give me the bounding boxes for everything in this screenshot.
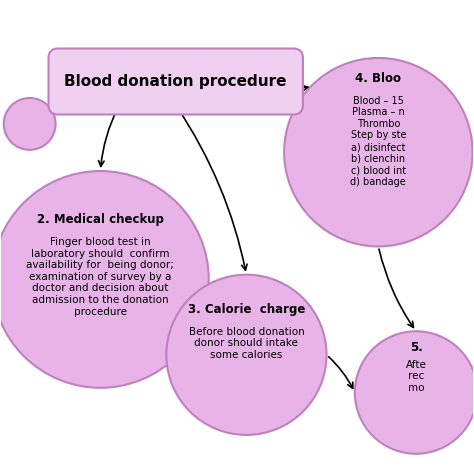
- Text: Afte
rec
mo: Afte rec mo: [406, 359, 427, 393]
- Text: Blood donation procedure: Blood donation procedure: [64, 74, 287, 89]
- Text: 3. Calorie  charge: 3. Calorie charge: [188, 303, 305, 316]
- Text: Before blood donation
donor should intake
some calories: Before blood donation donor should intak…: [189, 327, 304, 360]
- Circle shape: [4, 98, 55, 150]
- Circle shape: [166, 275, 327, 435]
- Circle shape: [355, 331, 474, 454]
- Circle shape: [0, 171, 209, 388]
- FancyBboxPatch shape: [48, 48, 303, 115]
- Circle shape: [284, 58, 473, 246]
- Text: Blood – 15
Plasma – n
Thrombo
Step by ste
a) disinfect
b) clenchin
c) blood int
: Blood – 15 Plasma – n Thrombo Step by st…: [350, 96, 406, 187]
- Text: 5.: 5.: [410, 341, 422, 354]
- Text: 4. Bloo: 4. Bloo: [356, 72, 401, 85]
- Text: 2. Medical checkup: 2. Medical checkup: [37, 213, 164, 227]
- Text: Finger blood test in
laboratory should  confirm
availability for  being donor;
e: Finger blood test in laboratory should c…: [27, 237, 174, 317]
